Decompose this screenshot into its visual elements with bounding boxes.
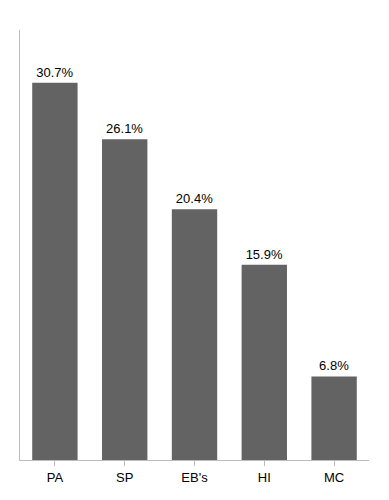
svg-text:SP: SP (116, 470, 133, 485)
svg-text:20.4%: 20.4% (176, 191, 213, 206)
svg-text:PA: PA (47, 470, 64, 485)
svg-text:EB's: EB's (181, 470, 208, 485)
svg-text:6.8%: 6.8% (319, 358, 349, 373)
svg-text:MC: MC (324, 470, 344, 485)
svg-text:15.9%: 15.9% (246, 247, 283, 262)
svg-text:26.1%: 26.1% (106, 121, 143, 136)
svg-text:HI: HI (258, 470, 271, 485)
svg-text:30.7%: 30.7% (36, 65, 73, 80)
